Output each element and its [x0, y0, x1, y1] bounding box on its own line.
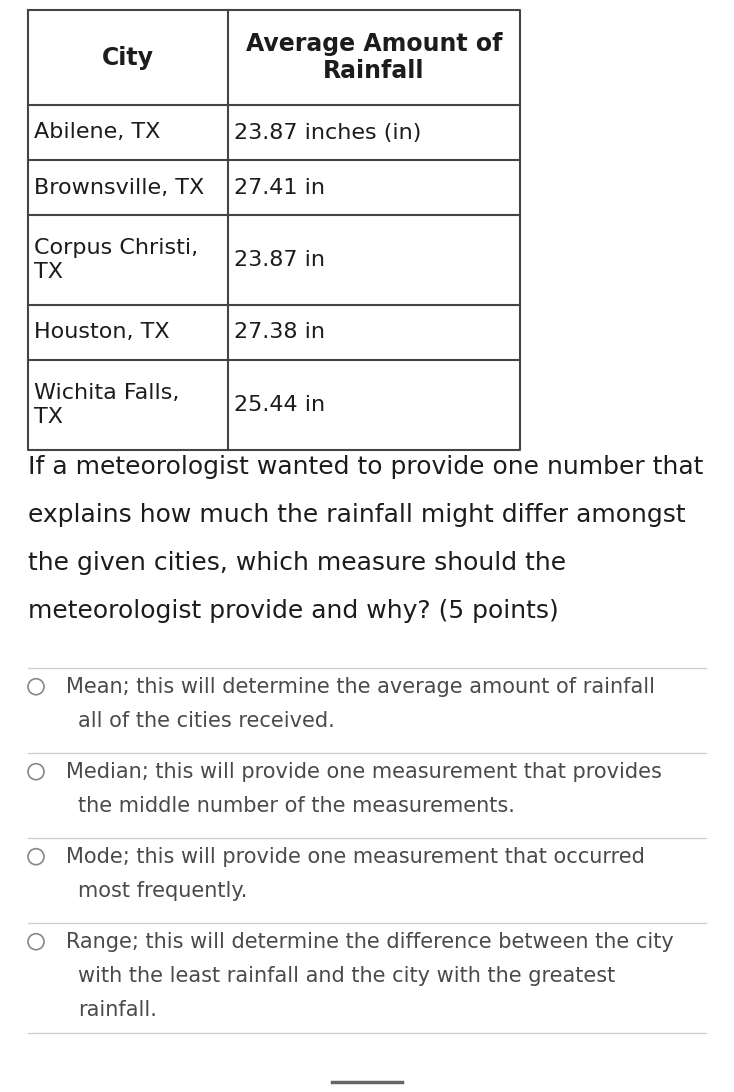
- Text: Brownsville, TX: Brownsville, TX: [34, 178, 204, 198]
- Text: the middle number of the measurements.: the middle number of the measurements.: [78, 796, 515, 816]
- Text: Houston, TX: Houston, TX: [34, 322, 170, 343]
- Text: with the least rainfall and the city with the greatest: with the least rainfall and the city wit…: [78, 965, 615, 986]
- Text: Mean; this will determine the average amount of rainfall: Mean; this will determine the average am…: [66, 677, 655, 697]
- Text: all of the cities received.: all of the cities received.: [78, 711, 335, 731]
- Text: If a meteorologist wanted to provide one number that: If a meteorologist wanted to provide one…: [28, 455, 703, 479]
- Text: City: City: [102, 46, 154, 70]
- Text: 27.41 in: 27.41 in: [234, 178, 325, 198]
- Text: Average Amount of
Rainfall: Average Amount of Rainfall: [246, 32, 502, 83]
- Text: explains how much the rainfall might differ amongst: explains how much the rainfall might dif…: [28, 503, 686, 527]
- Text: most frequently.: most frequently.: [78, 881, 247, 901]
- Text: Corpus Christi,
TX: Corpus Christi, TX: [34, 238, 198, 282]
- Text: 23.87 inches (in): 23.87 inches (in): [234, 122, 421, 142]
- Text: 27.38 in: 27.38 in: [234, 322, 325, 343]
- Text: Mode; this will provide one measurement that occurred: Mode; this will provide one measurement …: [66, 846, 645, 867]
- Text: the given cities, which measure should the: the given cities, which measure should t…: [28, 551, 566, 575]
- Text: rainfall.: rainfall.: [78, 999, 157, 1020]
- Text: Abilene, TX: Abilene, TX: [34, 122, 160, 142]
- Text: 25.44 in: 25.44 in: [234, 395, 325, 415]
- Text: Range; this will determine the difference between the city: Range; this will determine the differenc…: [66, 931, 674, 952]
- Text: Wichita Falls,
TX: Wichita Falls, TX: [34, 383, 179, 427]
- Text: Median; this will provide one measurement that provides: Median; this will provide one measuremen…: [66, 762, 662, 782]
- Text: 23.87 in: 23.87 in: [234, 250, 325, 270]
- Text: meteorologist provide and why? (5 points): meteorologist provide and why? (5 points…: [28, 600, 559, 624]
